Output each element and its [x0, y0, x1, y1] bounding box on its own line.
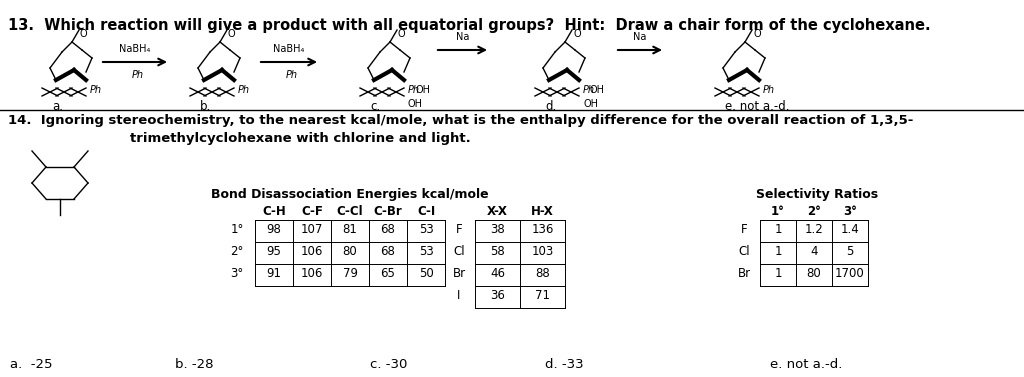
Text: Ph: Ph — [238, 85, 250, 95]
Text: Cl: Cl — [738, 245, 750, 258]
Text: OH: OH — [583, 99, 598, 109]
Text: OH: OH — [408, 99, 423, 109]
Text: 79: 79 — [342, 267, 357, 280]
Text: C-H: C-H — [262, 205, 286, 218]
Text: 1°: 1° — [230, 224, 244, 236]
Text: Ph: Ph — [763, 85, 775, 95]
Text: b. -28: b. -28 — [175, 358, 213, 371]
Text: 1: 1 — [774, 224, 781, 236]
Text: 36: 36 — [490, 290, 505, 302]
Text: a.  -25: a. -25 — [10, 358, 52, 371]
Text: 68: 68 — [381, 224, 395, 236]
Text: 1700: 1700 — [836, 267, 865, 280]
Text: O: O — [80, 29, 88, 39]
Text: Ph: Ph — [132, 70, 144, 80]
Text: 2°: 2° — [807, 205, 821, 218]
Text: F: F — [456, 224, 462, 236]
Text: Ph: Ph — [408, 85, 420, 95]
Text: 1: 1 — [774, 267, 781, 280]
Text: d.: d. — [545, 100, 556, 113]
Text: 88: 88 — [536, 267, 550, 280]
Text: 50: 50 — [419, 267, 433, 280]
Text: C-I: C-I — [417, 205, 435, 218]
Text: 1: 1 — [774, 245, 781, 258]
Text: 13.  Which reaction will give a product with all equatorial groups?  Hint:  Draw: 13. Which reaction will give a product w… — [8, 18, 931, 33]
Text: b.: b. — [200, 100, 211, 113]
Text: 46: 46 — [490, 267, 505, 280]
Text: 80: 80 — [807, 267, 821, 280]
Text: 98: 98 — [266, 224, 282, 236]
Text: d. -33: d. -33 — [545, 358, 584, 371]
Text: c.: c. — [370, 100, 380, 113]
Text: C-Cl: C-Cl — [337, 205, 364, 218]
Text: 136: 136 — [531, 224, 554, 236]
Text: O: O — [573, 29, 581, 39]
Text: 53: 53 — [419, 224, 433, 236]
Text: e. not a.-d.: e. not a.-d. — [770, 358, 843, 371]
Text: Ph: Ph — [286, 70, 298, 80]
Text: Bond Disassociation Energies kcal/mole: Bond Disassociation Energies kcal/mole — [211, 188, 488, 201]
Text: 3°: 3° — [230, 267, 244, 280]
Text: Cl: Cl — [454, 245, 465, 258]
Text: C-F: C-F — [301, 205, 323, 218]
Text: 95: 95 — [266, 245, 282, 258]
Text: 106: 106 — [301, 267, 324, 280]
Text: OH: OH — [415, 85, 430, 95]
Text: 106: 106 — [301, 245, 324, 258]
Text: 103: 103 — [531, 245, 554, 258]
Text: 71: 71 — [535, 290, 550, 302]
Text: 5: 5 — [846, 245, 854, 258]
Text: 81: 81 — [343, 224, 357, 236]
Text: 91: 91 — [266, 267, 282, 280]
Text: I: I — [458, 290, 461, 302]
Text: Na: Na — [633, 32, 647, 42]
Text: 1.2: 1.2 — [805, 224, 823, 236]
Text: a.: a. — [52, 100, 63, 113]
Text: c. -30: c. -30 — [370, 358, 408, 371]
Text: e. not a.-d.: e. not a.-d. — [725, 100, 790, 113]
Text: Na: Na — [456, 32, 469, 42]
Text: Ph: Ph — [90, 85, 102, 95]
Text: 4: 4 — [810, 245, 818, 258]
Text: O: O — [753, 29, 761, 39]
Text: 68: 68 — [381, 245, 395, 258]
Text: Br: Br — [453, 267, 466, 280]
Text: 58: 58 — [490, 245, 505, 258]
Text: F: F — [740, 224, 748, 236]
Text: 14.  Ignoring stereochemistry, to the nearest kcal/mole, what is the enthalpy di: 14. Ignoring stereochemistry, to the nea… — [8, 114, 913, 127]
Text: trimethylcyclohexane with chlorine and light.: trimethylcyclohexane with chlorine and l… — [130, 132, 471, 145]
Text: H-X: H-X — [531, 205, 554, 218]
Text: 80: 80 — [343, 245, 357, 258]
Text: 38: 38 — [490, 224, 505, 236]
Text: OH: OH — [590, 85, 605, 95]
Text: Selectivity Ratios: Selectivity Ratios — [756, 188, 878, 201]
Text: C-Br: C-Br — [374, 205, 402, 218]
Text: 2°: 2° — [230, 245, 244, 258]
Text: X-X: X-X — [487, 205, 508, 218]
Text: 3°: 3° — [843, 205, 857, 218]
Text: O: O — [228, 29, 236, 39]
Text: NaBH₄: NaBH₄ — [120, 44, 151, 54]
Text: Br: Br — [737, 267, 751, 280]
Text: Ph: Ph — [583, 85, 595, 95]
Text: 107: 107 — [301, 224, 324, 236]
Text: 1°: 1° — [771, 205, 785, 218]
Text: 1.4: 1.4 — [841, 224, 859, 236]
Text: O: O — [398, 29, 406, 39]
Text: NaBH₄: NaBH₄ — [273, 44, 305, 54]
Text: 65: 65 — [381, 267, 395, 280]
Text: 53: 53 — [419, 245, 433, 258]
